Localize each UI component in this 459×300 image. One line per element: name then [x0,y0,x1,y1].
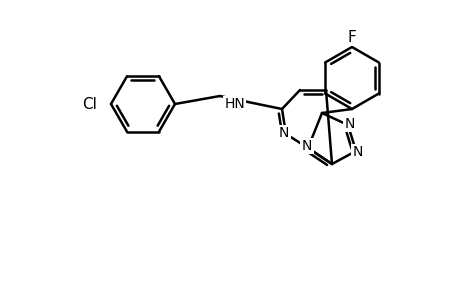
Text: N: N [278,126,289,140]
Text: N: N [301,139,312,153]
Text: N: N [344,117,354,131]
Text: F: F [347,29,356,44]
Text: HN: HN [224,97,245,111]
Text: Cl: Cl [82,97,97,112]
Text: N: N [352,145,363,159]
